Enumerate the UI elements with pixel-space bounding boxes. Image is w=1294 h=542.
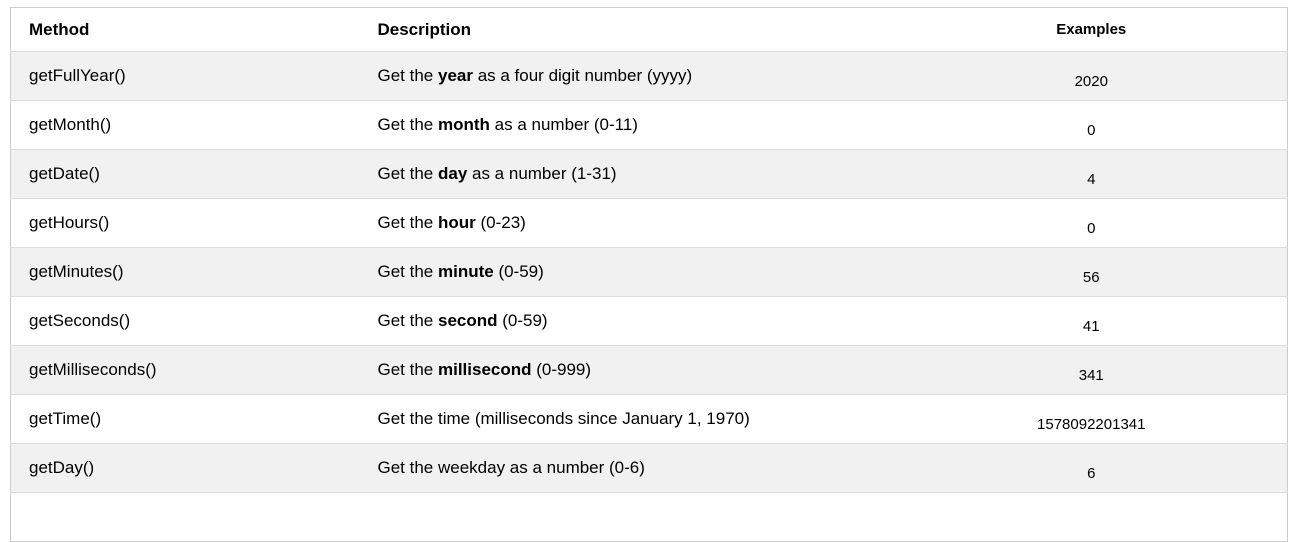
description-text: as a number (0-11)	[489, 115, 638, 134]
date-methods-table-container: Method Description Examples getFullYear(…	[10, 7, 1288, 542]
method-cell: getTime()	[29, 409, 102, 428]
description-bold-text: minute	[437, 262, 494, 281]
description-text: Get the	[377, 164, 438, 183]
empty-cell	[11, 493, 360, 542]
method-cell: getMinutes()	[29, 262, 124, 281]
table-row: getTime() Get the time (milliseconds sinc…	[10, 394, 1288, 444]
description-bold-text: hour	[437, 213, 476, 232]
method-cell: getFullYear()	[29, 66, 126, 85]
example-value: 0	[1087, 121, 1096, 139]
column-header-examples: Examples	[1056, 21, 1127, 38]
table-header: Method Description Examples	[11, 8, 1288, 52]
table-row: getSeconds() Get the second (0-59) 41	[10, 296, 1288, 346]
example-cell: 4	[896, 150, 1288, 199]
example-cell: 1578092201341	[896, 395, 1288, 444]
description-bold-text: year	[437, 66, 473, 85]
description-cell: Get the day as a number (1-31)	[360, 150, 896, 199]
column-header-method: Method	[29, 19, 90, 39]
description-cell: Get the weekday as a number (0-6)	[360, 444, 896, 493]
description-text: (0-23)	[475, 213, 526, 232]
description-text: Get the	[377, 115, 438, 134]
date-methods-table: Method Description Examples getFullYear(…	[10, 7, 1288, 542]
header-row: Method Description Examples	[11, 8, 1288, 52]
example-value: 56	[1082, 268, 1100, 286]
description-text: Get the	[377, 262, 438, 281]
description-cell: Get the month as a number (0-11)	[360, 101, 896, 150]
description-cell: Get the hour (0-23)	[360, 199, 896, 248]
description-cell: Get the year as a four digit number (yyy…	[360, 52, 896, 101]
table-row: getMilliseconds() Get the millisecond (0-…	[10, 345, 1288, 395]
example-cell: 341	[896, 346, 1288, 395]
example-value: 41	[1082, 317, 1100, 335]
method-cell: getDate()	[29, 164, 100, 183]
example-value: 341	[1078, 366, 1104, 384]
description-text: (0-59)	[493, 262, 544, 281]
example-cell: 6	[896, 444, 1288, 493]
method-cell: getDay()	[29, 458, 95, 477]
empty-cell	[360, 493, 896, 542]
description-cell: Get the millisecond (0-999)	[360, 346, 896, 395]
table-row: getMonth() Get the month as a number (0-1…	[10, 100, 1288, 150]
description-text: Get the time (milliseconds since January…	[377, 409, 750, 428]
example-value: 4	[1087, 170, 1096, 188]
description-text: Get the weekday as a number (0-6)	[377, 458, 645, 477]
method-cell: getHours()	[29, 213, 110, 232]
description-text: Get the	[377, 360, 438, 379]
description-bold-text: month	[437, 115, 490, 134]
column-header-description: Description	[377, 19, 472, 39]
empty-cell	[896, 493, 1288, 542]
method-cell: getMilliseconds()	[29, 360, 157, 379]
table-row: getMinutes() Get the minute (0-59) 56	[10, 247, 1288, 297]
example-cell: 56	[896, 248, 1288, 297]
description-text: Get the	[377, 311, 438, 330]
description-text: (0-59)	[497, 311, 548, 330]
table-row-partial	[10, 492, 1288, 542]
description-cell: Get the time (milliseconds since January…	[360, 395, 896, 444]
description-bold-text: second	[437, 311, 498, 330]
description-text: Get the	[377, 213, 438, 232]
description-text: as a number (1-31)	[467, 164, 617, 183]
table-row: getHours() Get the hour (0-23) 0	[10, 198, 1288, 248]
description-bold-text: day	[437, 164, 468, 183]
example-cell: 2020	[896, 52, 1288, 101]
table-row: getDate() Get the day as a number (1-31) 4	[10, 149, 1288, 199]
description-bold-text: millisecond	[437, 360, 532, 379]
example-value: 1578092201341	[1037, 415, 1146, 433]
example-value: 2020	[1074, 72, 1108, 90]
table-row: getDay() Get the weekday as a number (0-6…	[10, 443, 1288, 493]
example-cell: 0	[896, 199, 1288, 248]
method-cell: getMonth()	[29, 115, 112, 134]
example-cell: 41	[896, 297, 1288, 346]
table-body: getFullYear() Get the year as a four digi…	[10, 51, 1288, 542]
example-value: 6	[1087, 464, 1096, 482]
description-cell: Get the second (0-59)	[360, 297, 896, 346]
description-text: as a four digit number (yyyy)	[472, 66, 693, 85]
example-value: 0	[1087, 219, 1096, 237]
example-cell: 0	[896, 101, 1288, 150]
description-text: Get the	[377, 66, 438, 85]
description-text: (0-999)	[531, 360, 592, 379]
table-row: getFullYear() Get the year as a four digi…	[10, 51, 1288, 101]
method-cell: getSeconds()	[29, 311, 131, 330]
description-cell: Get the minute (0-59)	[360, 248, 896, 297]
